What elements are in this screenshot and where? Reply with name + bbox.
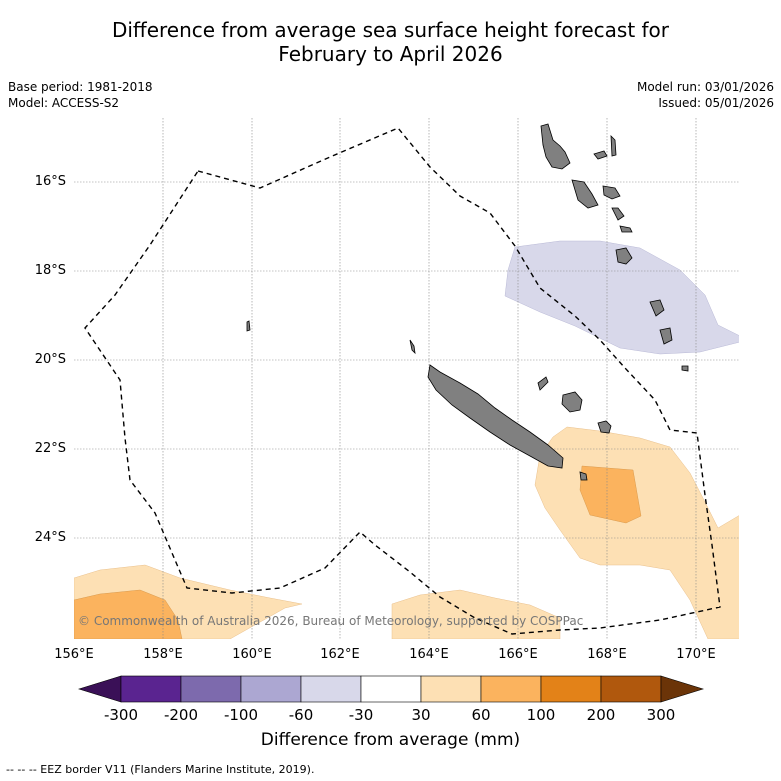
island — [571, 179, 599, 209]
island-vanuatu-north — [540, 123, 571, 170]
colorbar-swatch — [600, 675, 662, 703]
lon-tick-label: 156°E — [54, 647, 94, 662]
colorbar-tick-label: 60 — [471, 706, 491, 724]
colorbar-tick-label: 200 — [586, 706, 616, 724]
colorbar-swatch — [240, 675, 302, 703]
island — [561, 391, 583, 413]
colorbar-extend-low — [77, 675, 122, 703]
lat-tick-label: 24°S — [34, 530, 66, 545]
colorbar-tick-label: -30 — [348, 706, 374, 724]
positive-anomaly-region-east — [534, 426, 739, 639]
positive-anomaly-core-east — [579, 465, 642, 524]
negative-anomaly-region — [504, 240, 739, 355]
title-line-1: Difference from average sea surface heig… — [111, 18, 670, 42]
lon-tick-label: 168°E — [587, 647, 627, 662]
island — [649, 299, 665, 317]
colorbar-title: Difference from average (mm) — [260, 730, 521, 750]
positive-anomaly-region-south — [391, 589, 561, 639]
colorbar-swatch — [480, 675, 542, 703]
eez-footer-note: -- -- -- EEZ border V11 (Flanders Marine… — [6, 763, 315, 776]
island — [659, 327, 673, 345]
issued-date: Issued: 05/01/2026 — [658, 96, 774, 110]
lon-tick-label: 170°E — [676, 647, 716, 662]
island — [246, 320, 251, 332]
lat-tick-label: 22°S — [34, 441, 66, 456]
positive-anomaly-core-southwest — [74, 589, 183, 639]
lon-tick-label: 160°E — [232, 647, 272, 662]
colorbar-extend-high — [660, 675, 705, 703]
base-period: Base period: 1981-2018 — [8, 80, 153, 94]
island — [615, 247, 633, 265]
map-plot — [74, 118, 739, 639]
model-name: Model: ACCESS-S2 — [8, 96, 120, 110]
lon-tick-label: 162°E — [320, 647, 360, 662]
colorbar-swatch — [120, 675, 182, 703]
lon-tick-label: 164°E — [409, 647, 449, 662]
colorbar-tick-label: -200 — [163, 706, 199, 724]
lon-tick-label: 166°E — [498, 647, 538, 662]
island — [593, 150, 608, 160]
island — [619, 225, 633, 233]
lat-tick-label: 18°S — [34, 263, 66, 278]
colorbar-swatch — [420, 675, 482, 703]
lon-tick-label: 158°E — [143, 647, 183, 662]
new-caledonia-main — [427, 364, 564, 469]
colorbar-tick-label: -100 — [223, 706, 259, 724]
island — [681, 365, 689, 372]
lat-tick-label: 20°S — [34, 352, 66, 367]
island — [611, 207, 625, 221]
island — [610, 134, 617, 157]
meta-right: Model run: 03/01/2026 Issued: 05/01/2026 — [637, 79, 774, 111]
colorbar-tick-label: 30 — [411, 706, 431, 724]
colorbar-tick-label: -60 — [288, 706, 314, 724]
colorbar-tick-label: 100 — [526, 706, 556, 724]
meta-left: Base period: 1981-2018 Model: ACCESS-S2 — [8, 79, 153, 111]
eez-border — [84, 127, 721, 635]
land-masses — [246, 123, 689, 481]
island — [409, 339, 416, 355]
colorbar-swatch — [540, 675, 602, 703]
island — [602, 185, 621, 200]
colorbar-tick-label: -300 — [103, 706, 139, 724]
colorbar-swatch — [360, 675, 422, 703]
colorbar-swatch — [180, 675, 242, 703]
chart-title: Difference from average sea surface heig… — [0, 18, 781, 66]
colorbar — [77, 675, 705, 703]
copyright-notice: © Commonwealth of Australia 2026, Bureau… — [78, 614, 584, 628]
lat-tick-label: 16°S — [34, 174, 66, 189]
colorbar-tick-label: 300 — [646, 706, 676, 724]
island — [597, 420, 612, 434]
island — [537, 376, 549, 391]
colorbar-swatch — [300, 675, 362, 703]
model-run: Model run: 03/01/2026 — [636, 80, 774, 94]
title-line-2: February to April 2026 — [278, 42, 503, 66]
island — [579, 471, 588, 481]
